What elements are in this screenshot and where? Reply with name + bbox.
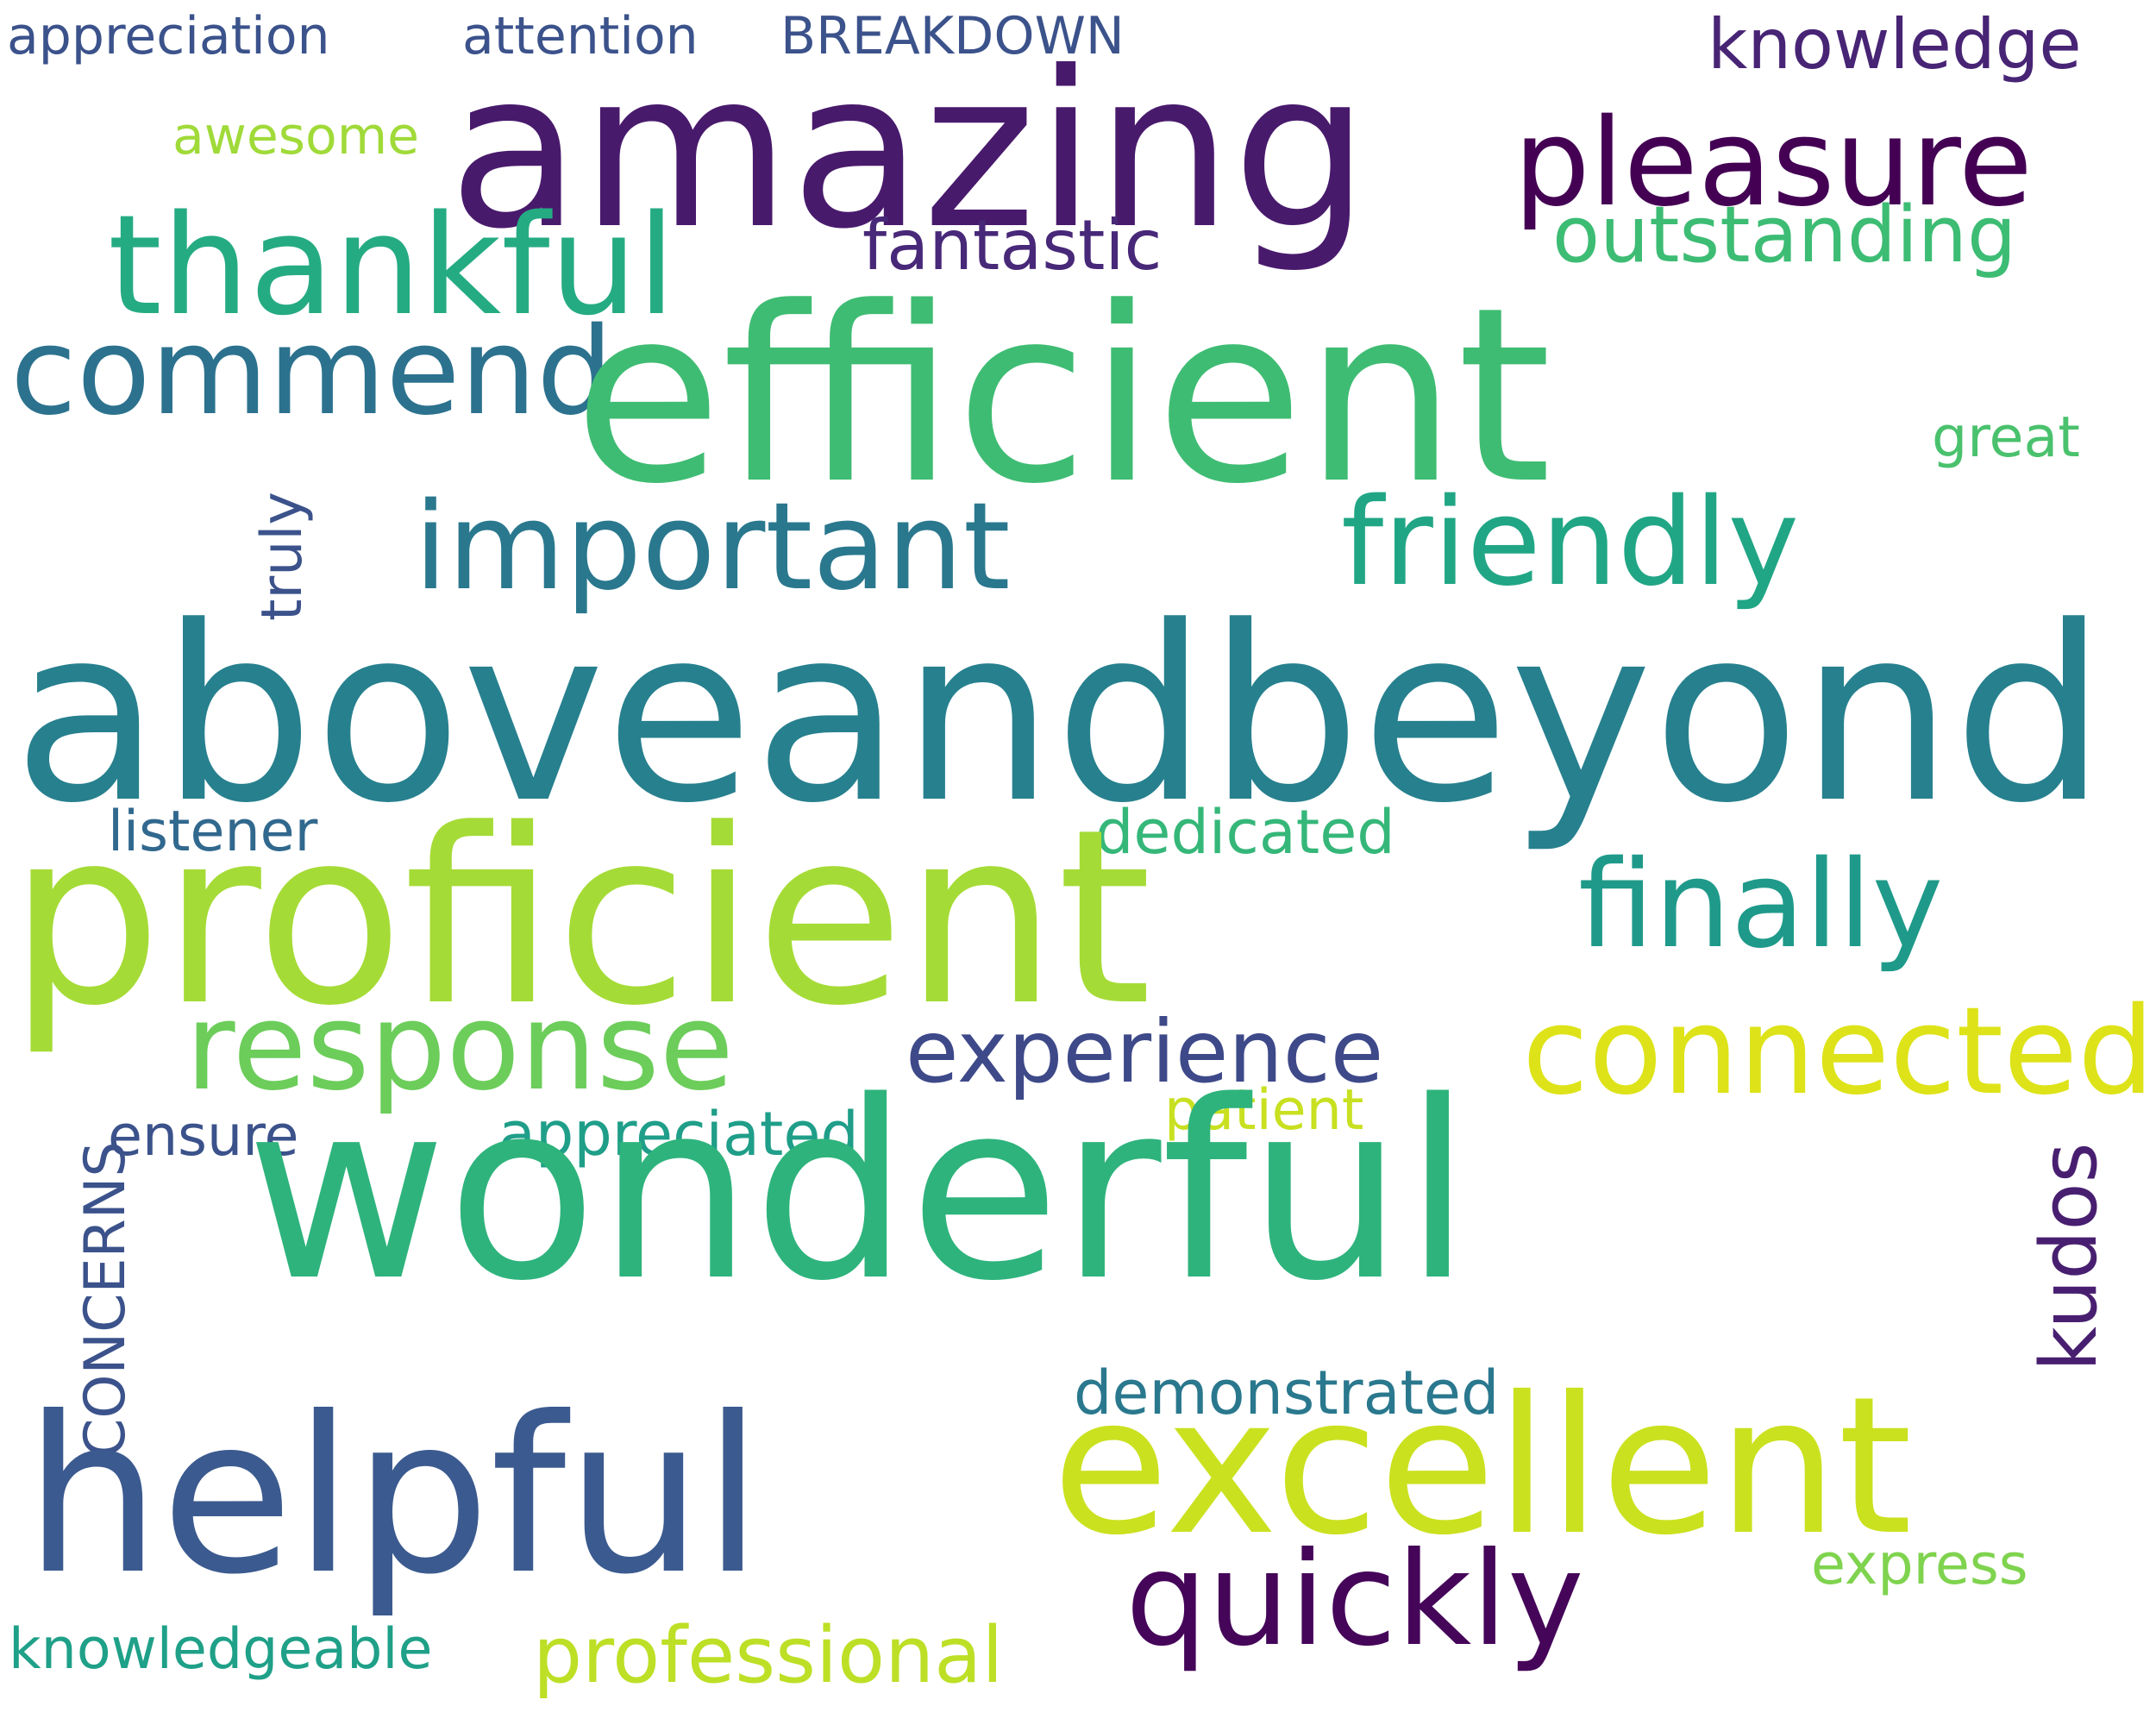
word-breakdown: BREAKDOWN bbox=[780, 6, 1125, 66]
word-fantastic: fantastic bbox=[862, 205, 1163, 285]
word-amazing: amazing bbox=[448, 25, 1369, 276]
word-patient: patient bbox=[1164, 1078, 1364, 1143]
word-great: great bbox=[1932, 405, 2080, 470]
word-quickly: quickly bbox=[1125, 1525, 1584, 1675]
word-knowledgeable: knowledgeable bbox=[9, 1617, 433, 1682]
word-aboveandbeyond: aboveandbeyond bbox=[13, 575, 2107, 856]
word-important: important bbox=[414, 477, 1011, 618]
word-knowledge: knowledge bbox=[1708, 4, 2082, 85]
word-appreciation: appreciation bbox=[7, 6, 330, 66]
word-connected: connected bbox=[1522, 982, 2155, 1122]
word-demonstrated: demonstrated bbox=[1074, 1358, 1500, 1428]
word-outstanding: outstanding bbox=[1552, 190, 2017, 280]
word-finally: finally bbox=[1578, 835, 1944, 975]
word-commend: commend bbox=[10, 302, 614, 442]
word-friendly: friendly bbox=[1341, 473, 1800, 613]
word-appreciated: appreciated bbox=[498, 1099, 859, 1170]
word-excellent: excellent bbox=[1052, 1356, 1913, 1577]
word-kudos: kudos bbox=[2024, 1142, 2115, 1371]
word-awesome: awesome bbox=[172, 106, 420, 166]
word-express: express bbox=[1811, 1533, 2028, 1597]
word-professional: professional bbox=[533, 1610, 1004, 1701]
word-ensure: ensure bbox=[108, 1104, 299, 1169]
word-pleasure: pleasure bbox=[1514, 93, 2033, 234]
word-efficient: efficient bbox=[573, 256, 1552, 537]
word-response: response bbox=[185, 977, 734, 1118]
word-helpful: helpful bbox=[24, 1371, 763, 1622]
word-proficient: proficient bbox=[9, 778, 1152, 1059]
word-listener: listener bbox=[108, 800, 318, 864]
word-experience: experience bbox=[906, 1001, 1384, 1102]
word-wonderful: wonderful bbox=[246, 1049, 1472, 1335]
word-dedicated: dedicated bbox=[1095, 797, 1395, 868]
word-thankful: thankful bbox=[108, 185, 676, 346]
word-attention: attention bbox=[462, 6, 699, 66]
